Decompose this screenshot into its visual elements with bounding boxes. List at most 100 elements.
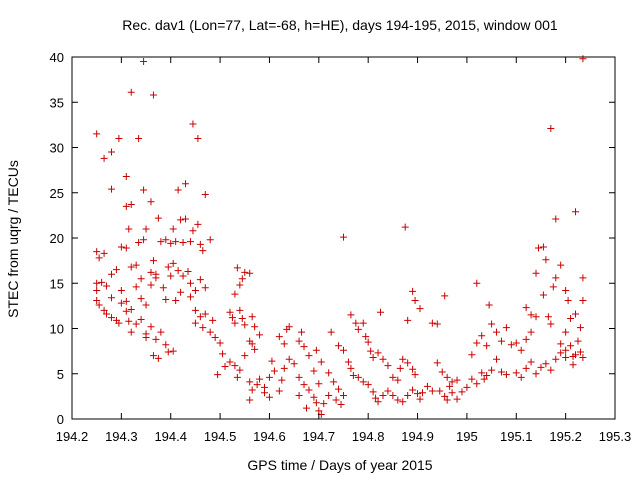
data-point	[539, 291, 547, 299]
data-point	[127, 201, 135, 209]
data-point	[411, 371, 419, 379]
data-point	[236, 366, 244, 374]
y-tick-label: 15	[50, 276, 64, 291]
data-point	[527, 311, 535, 319]
data-point	[312, 399, 320, 407]
data-point	[416, 395, 424, 403]
data-point	[191, 286, 199, 294]
y-tick-label: 10	[50, 322, 64, 337]
data-point	[295, 373, 303, 381]
data-point	[127, 263, 135, 271]
data-point	[493, 355, 501, 363]
x-tick-label: 195.2	[549, 429, 582, 444]
data-point	[196, 276, 204, 284]
data-point	[280, 340, 288, 348]
data-point	[562, 286, 570, 294]
data-point	[544, 313, 552, 321]
data-point	[399, 398, 407, 406]
data-point	[512, 339, 520, 347]
data-point	[211, 334, 219, 342]
data-point	[473, 380, 481, 388]
y-tick-label: 30	[50, 141, 64, 156]
axis-ticks: 194.2 194.3 194.4 194.5 194.6 194.7 194.8 194.9…	[50, 50, 632, 444]
data-point	[468, 375, 476, 383]
data-point	[389, 391, 397, 399]
data-point	[164, 348, 172, 356]
y-tick-label: 40	[50, 50, 64, 65]
data-point	[147, 268, 155, 276]
data-point	[93, 130, 101, 138]
data-point	[238, 275, 246, 283]
data-point	[196, 313, 204, 321]
data-point	[305, 352, 313, 360]
data-point	[374, 398, 382, 406]
data-point	[552, 215, 560, 223]
y-axis-label: STEC from uqrg / TECUs	[5, 160, 21, 318]
data-point	[140, 236, 148, 244]
data-point	[315, 380, 323, 388]
data-point	[347, 364, 355, 372]
data-point	[122, 297, 130, 305]
data-point	[401, 223, 409, 231]
x-tick-label: 195.1	[500, 429, 533, 444]
data-point	[305, 386, 313, 394]
data-point	[154, 214, 162, 222]
data-point	[186, 279, 194, 287]
data-point	[169, 259, 177, 267]
data-point	[423, 382, 431, 390]
data-point	[164, 263, 172, 271]
data-point	[335, 342, 343, 350]
data-point	[344, 358, 352, 366]
data-point	[147, 198, 155, 206]
data-point	[125, 225, 133, 233]
data-point	[127, 88, 135, 96]
data-point	[248, 340, 256, 348]
data-point	[177, 288, 185, 296]
data-point	[547, 320, 555, 328]
data-point	[564, 296, 572, 304]
x-tick-label: 195	[456, 429, 478, 444]
x-tick-label: 195.3	[599, 429, 632, 444]
data-point	[201, 310, 209, 318]
data-point	[532, 269, 540, 277]
data-point	[169, 347, 177, 355]
data-point	[132, 261, 140, 269]
data-point	[236, 306, 244, 314]
data-point	[275, 387, 283, 395]
data-point	[147, 323, 155, 331]
data-point	[115, 134, 123, 142]
data-point	[280, 364, 288, 372]
data-point	[226, 358, 234, 366]
data-point	[547, 124, 555, 132]
data-point	[248, 386, 256, 394]
data-point	[201, 191, 209, 199]
data-point	[93, 248, 101, 256]
data-point	[191, 319, 199, 327]
data-point	[372, 394, 380, 402]
x-tick-label: 194.7	[303, 429, 336, 444]
data-point	[184, 267, 192, 275]
data-point	[502, 324, 510, 332]
data-point	[100, 154, 108, 162]
data-point	[542, 360, 550, 368]
data-point	[404, 316, 412, 324]
data-point	[312, 346, 320, 354]
data-point	[117, 286, 125, 294]
data-point	[572, 208, 580, 216]
data-point	[167, 272, 175, 280]
data-point	[317, 358, 325, 366]
data-point	[103, 310, 111, 318]
data-point	[485, 301, 493, 309]
data-point	[448, 378, 456, 386]
data-point	[497, 368, 505, 376]
data-point	[157, 238, 165, 246]
data-point	[290, 360, 298, 368]
data-point	[251, 323, 259, 331]
data-point	[478, 332, 486, 340]
data-point	[231, 319, 239, 327]
data-point	[379, 391, 387, 399]
data-point	[162, 236, 170, 244]
data-point	[579, 55, 587, 63]
